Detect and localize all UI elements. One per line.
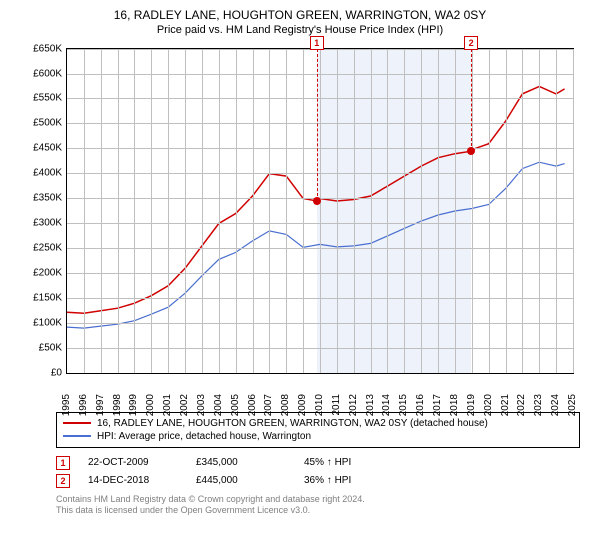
y-axis-label: £350K xyxy=(20,193,62,204)
x-axis-label: 1996 xyxy=(79,394,89,416)
y-axis-label: £150K xyxy=(20,292,62,303)
legend-swatch xyxy=(63,422,91,424)
x-axis-label: 2020 xyxy=(484,394,494,416)
plot-area xyxy=(66,48,574,374)
event-row: 2 14-DEC-2018 £445,000 36% ↑ HPI xyxy=(56,472,580,490)
x-axis-label: 2015 xyxy=(399,394,409,416)
y-axis-label: £100K xyxy=(20,317,62,328)
chart-title: 16, RADLEY LANE, HOUGHTON GREEN, WARRING… xyxy=(10,8,590,24)
y-axis-label: £0 xyxy=(20,367,62,378)
x-axis-label: 2024 xyxy=(551,394,561,416)
x-axis-label: 2022 xyxy=(517,394,527,416)
x-axis-label: 2021 xyxy=(501,394,511,416)
event-delta: 45% ↑ HPI xyxy=(304,457,394,468)
chart-subtitle: Price paid vs. HM Land Registry's House … xyxy=(10,24,590,36)
x-axis-label: 1998 xyxy=(113,394,123,416)
x-axis-label: 2000 xyxy=(146,394,156,416)
x-axis-label: 1997 xyxy=(96,394,106,416)
x-axis-label: 2007 xyxy=(264,394,274,416)
legend-item: 16, RADLEY LANE, HOUGHTON GREEN, WARRING… xyxy=(63,417,573,430)
x-axis-label: 1995 xyxy=(62,394,72,416)
x-axis-label: 2023 xyxy=(534,394,544,416)
x-axis-label: 2003 xyxy=(197,394,207,416)
footer-line: This data is licensed under the Open Gov… xyxy=(56,505,580,517)
y-axis-label: £600K xyxy=(20,68,62,79)
marker-flag: 2 xyxy=(464,36,478,50)
y-axis-label: £50K xyxy=(20,342,62,353)
x-axis-label: 2016 xyxy=(416,394,426,416)
footer-attribution: Contains HM Land Registry data © Crown c… xyxy=(56,494,580,517)
legend: 16, RADLEY LANE, HOUGHTON GREEN, WARRING… xyxy=(56,412,580,448)
x-axis-label: 2018 xyxy=(450,394,460,416)
event-date: 14-DEC-2018 xyxy=(88,475,178,486)
house-price-chart: 16, RADLEY LANE, HOUGHTON GREEN, WARRING… xyxy=(0,0,600,523)
marker-dot xyxy=(313,197,321,205)
event-price: £345,000 xyxy=(196,457,286,468)
x-axis-label: 2009 xyxy=(298,394,308,416)
event-flag: 2 xyxy=(56,474,70,488)
y-axis-label: £300K xyxy=(20,218,62,229)
x-axis-label: 2006 xyxy=(248,394,258,416)
x-axis-label: 2004 xyxy=(214,394,224,416)
x-axis-label: 2017 xyxy=(433,394,443,416)
x-axis-label: 2001 xyxy=(163,394,173,416)
y-axis-label: £250K xyxy=(20,242,62,253)
x-axis-label: 2013 xyxy=(366,394,376,416)
y-axis-label: £650K xyxy=(20,43,62,54)
marker-dot xyxy=(467,147,475,155)
x-axis-label: 2025 xyxy=(568,394,578,416)
x-axis-label: 2005 xyxy=(231,394,241,416)
marker-line xyxy=(317,49,318,201)
x-axis-label: 2002 xyxy=(180,394,190,416)
legend-swatch xyxy=(63,435,91,437)
y-axis-label: £450K xyxy=(20,143,62,154)
x-axis-label: 2010 xyxy=(315,394,325,416)
y-axis-label: £200K xyxy=(20,267,62,278)
event-flag: 1 xyxy=(56,456,70,470)
event-delta: 36% ↑ HPI xyxy=(304,475,394,486)
chart-area: £0 £50K £100K £150K £200K £250K £300K £350K £400… xyxy=(20,44,580,404)
footer-line: Contains HM Land Registry data © Crown c… xyxy=(56,494,580,506)
event-price: £445,000 xyxy=(196,475,286,486)
marker-line xyxy=(471,49,472,151)
x-axis-label: 2008 xyxy=(281,394,291,416)
x-axis-label: 2012 xyxy=(349,394,359,416)
event-date: 22-OCT-2009 xyxy=(88,457,178,468)
x-axis-label: 1999 xyxy=(129,394,139,416)
legend-item: HPI: Average price, detached house, Warr… xyxy=(63,430,573,443)
sale-events: 1 22-OCT-2009 £345,000 45% ↑ HPI 2 14-DE… xyxy=(56,454,580,490)
x-axis-label: 2014 xyxy=(382,394,392,416)
marker-flag: 1 xyxy=(310,36,324,50)
x-axis-label: 2019 xyxy=(467,394,477,416)
x-axis-label: 2011 xyxy=(332,394,342,416)
legend-label: 16, RADLEY LANE, HOUGHTON GREEN, WARRING… xyxy=(97,418,488,429)
y-axis-label: £400K xyxy=(20,168,62,179)
y-axis-label: £550K xyxy=(20,93,62,104)
y-axis-label: £500K xyxy=(20,118,62,129)
legend-label: HPI: Average price, detached house, Warr… xyxy=(97,431,311,442)
event-row: 1 22-OCT-2009 £345,000 45% ↑ HPI xyxy=(56,454,580,472)
